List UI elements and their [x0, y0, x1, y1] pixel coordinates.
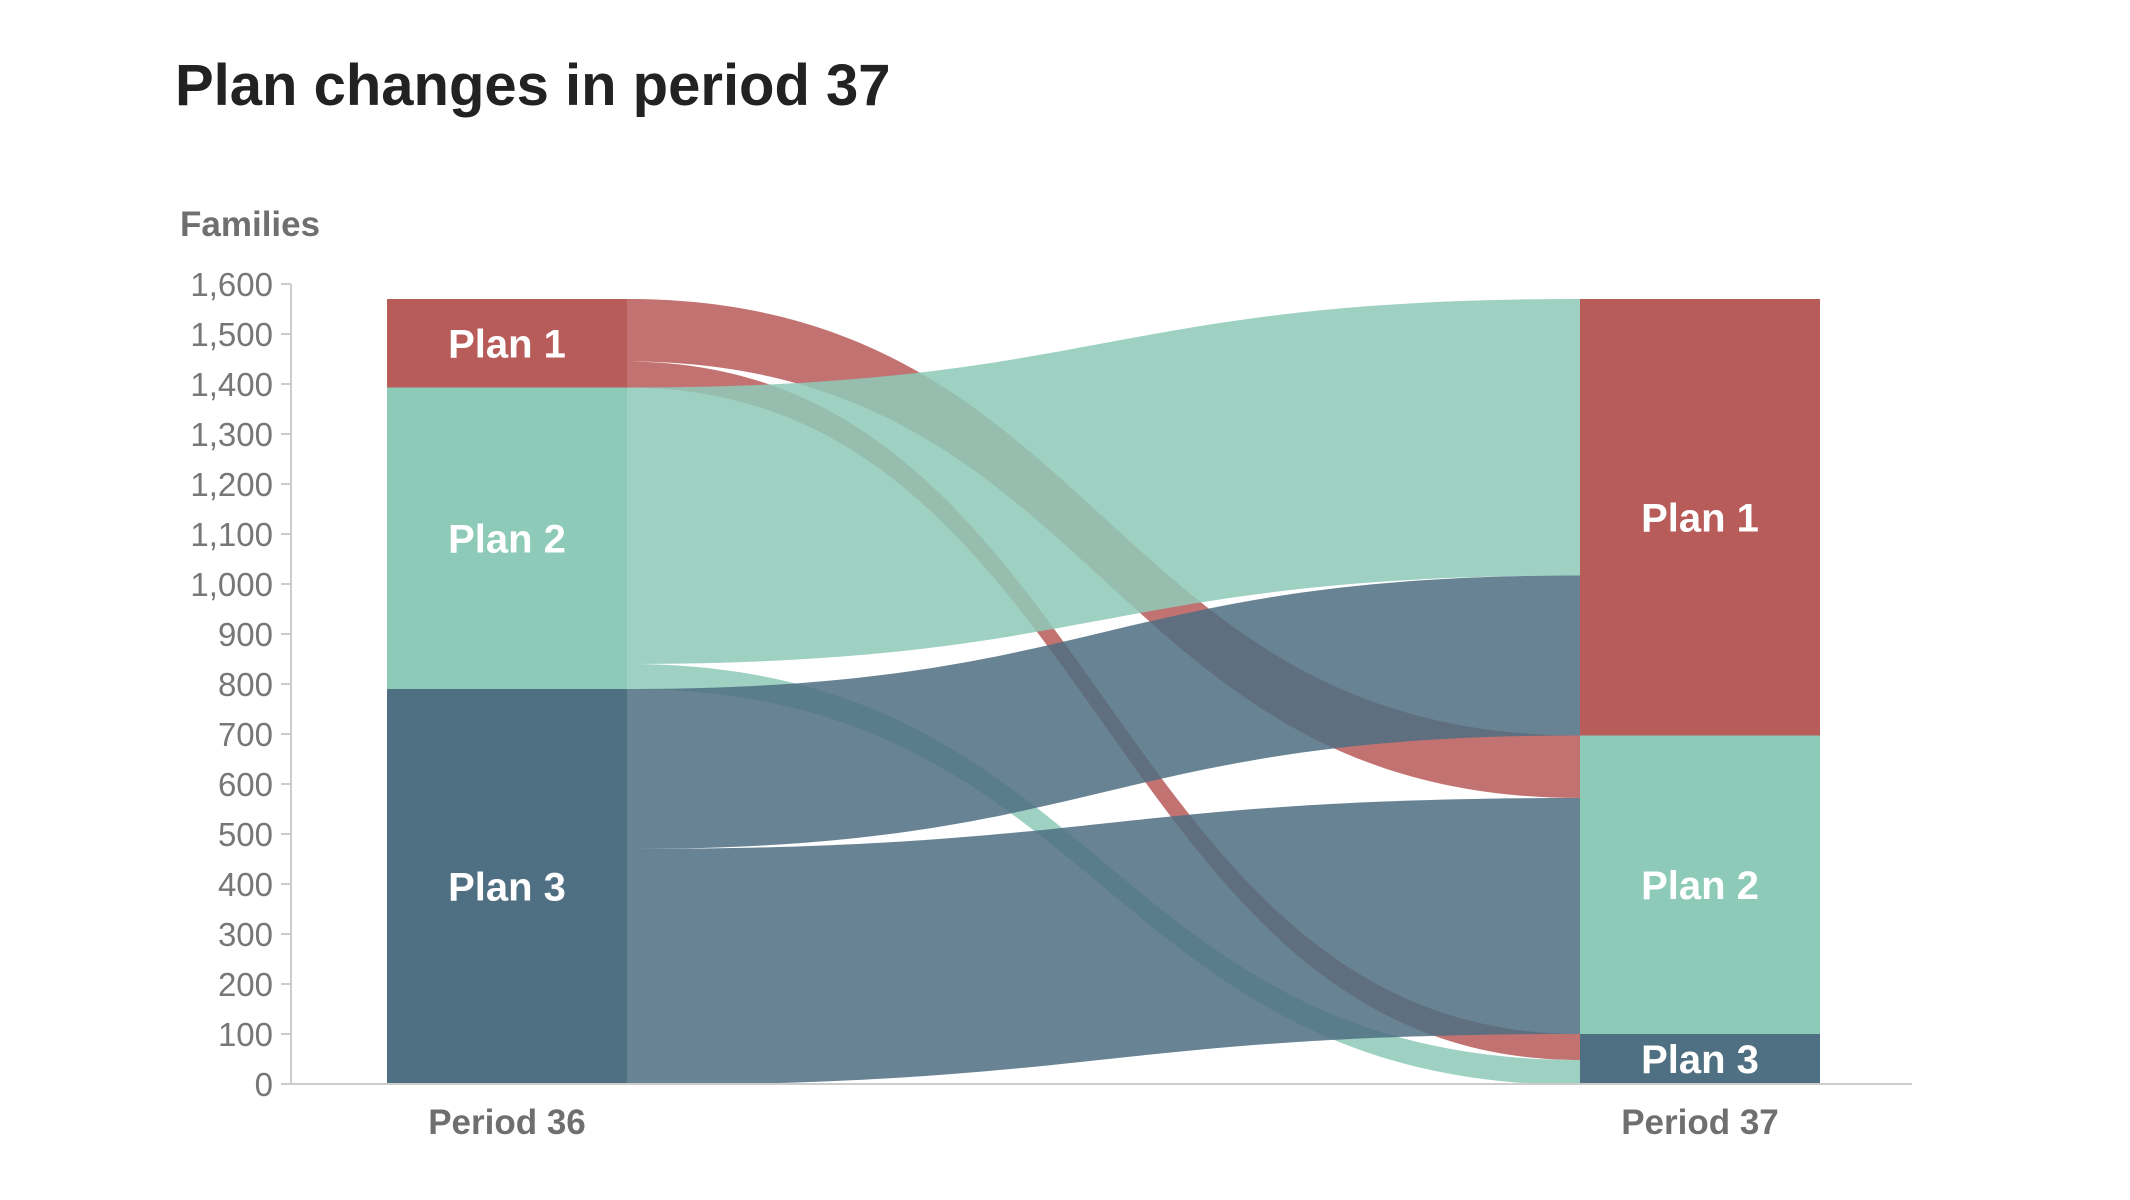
y-tick-label: 1,200	[190, 466, 273, 503]
flow-plan-3-to-plan-1	[627, 575, 1580, 849]
y-axis: 0 100 200 300 400 500 600 700 800 900 1,000 1,100 1,…	[190, 266, 1912, 1103]
y-tick-label: 1,000	[190, 566, 273, 603]
period-label-left: Period 36	[428, 1103, 586, 1142]
y-tick-label: 300	[218, 916, 273, 953]
flow-plan-2-to-plan-1	[627, 299, 1580, 664]
nodes: Plan 1 Plan 2 Plan 3 Plan 1 Plan 2 Plan 3	[387, 299, 1820, 1084]
target-node-plan-3	[1580, 1034, 1820, 1084]
source-node-plan-3	[387, 689, 627, 1084]
source-node-label-plan-3: Plan 3	[448, 866, 566, 910]
source-node-label-plan-1: Plan 1	[448, 322, 566, 366]
y-tick-label: 1,500	[190, 316, 273, 353]
y-tick-label: 500	[218, 816, 273, 853]
y-tick-label: 200	[218, 966, 273, 1003]
y-tick-label: 1,300	[190, 416, 273, 453]
target-node-plan-1	[1580, 299, 1820, 736]
source-node-plan-1	[387, 299, 627, 388]
target-node-plan-2	[1580, 735, 1820, 1034]
y-tick-label: 1,400	[190, 366, 273, 403]
y-tick-label: 1,100	[190, 516, 273, 553]
target-node-label-plan-3: Plan 3	[1641, 1038, 1759, 1082]
target-node-label-plan-1: Plan 1	[1641, 496, 1759, 540]
y-tick-label: 900	[218, 616, 273, 653]
chart-title: Plan changes in period 37	[175, 53, 891, 118]
y-axis-label: Families	[180, 205, 320, 244]
y-tick-label: 400	[218, 866, 273, 903]
y-tick-label: 100	[218, 1016, 273, 1053]
y-tick-label: 600	[218, 766, 273, 803]
flows	[627, 299, 1580, 1085]
y-tick-label: 0	[255, 1066, 273, 1103]
y-tick-label: 700	[218, 716, 273, 753]
flow-plan-3-to-plan-2	[627, 798, 1580, 1085]
period-label-right: Period 37	[1621, 1103, 1779, 1142]
target-node-label-plan-2: Plan 2	[1641, 864, 1759, 908]
y-tick-label: 1,600	[190, 266, 273, 303]
period-labels: Period 36 Period 37	[428, 1103, 1779, 1142]
source-node-plan-2	[387, 387, 627, 689]
source-node-label-plan-2: Plan 2	[448, 517, 566, 561]
y-tick-label: 800	[218, 666, 273, 703]
